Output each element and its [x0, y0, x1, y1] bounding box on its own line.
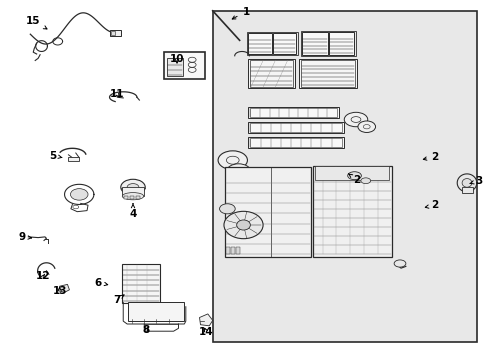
Bar	[136, 196, 140, 199]
Bar	[111, 31, 115, 35]
Text: 11: 11	[110, 89, 124, 99]
Polygon shape	[59, 284, 69, 292]
Ellipse shape	[236, 220, 250, 230]
Bar	[248, 107, 338, 118]
Text: 14: 14	[199, 327, 213, 337]
Bar	[249, 108, 337, 117]
Bar	[68, 157, 79, 161]
Ellipse shape	[127, 184, 139, 191]
Bar	[299, 59, 356, 88]
Ellipse shape	[226, 164, 250, 178]
Bar	[236, 247, 240, 254]
Text: 6: 6	[94, 278, 107, 288]
Text: 13: 13	[52, 286, 67, 296]
Text: 1: 1	[232, 6, 249, 19]
Ellipse shape	[344, 112, 367, 127]
Bar	[249, 123, 342, 132]
Bar	[167, 58, 183, 76]
Bar	[122, 264, 160, 303]
Text: 2: 2	[425, 200, 438, 210]
Bar	[212, 11, 476, 342]
Ellipse shape	[218, 151, 247, 170]
Ellipse shape	[393, 260, 405, 267]
Bar	[110, 30, 121, 36]
Bar	[124, 196, 128, 199]
Bar	[300, 31, 355, 56]
Bar	[130, 196, 134, 199]
Text: 15: 15	[26, 16, 47, 29]
Bar	[122, 187, 143, 196]
Text: 3: 3	[469, 176, 482, 186]
Bar	[128, 302, 184, 321]
Bar	[272, 33, 296, 54]
Bar	[312, 166, 391, 257]
Bar	[249, 138, 342, 147]
Ellipse shape	[122, 193, 143, 200]
Text: 2: 2	[347, 174, 360, 185]
Bar	[248, 59, 294, 88]
Bar	[231, 247, 235, 254]
Text: 2: 2	[423, 152, 438, 162]
Bar	[224, 167, 310, 257]
Bar	[248, 137, 343, 148]
Ellipse shape	[347, 172, 361, 180]
Text: 5: 5	[49, 150, 62, 161]
Bar	[248, 33, 271, 54]
Bar	[246, 32, 297, 55]
Text: 8: 8	[142, 325, 149, 336]
Ellipse shape	[219, 204, 235, 214]
Bar	[248, 122, 343, 133]
Bar	[328, 32, 353, 55]
Ellipse shape	[224, 211, 263, 239]
Bar	[301, 60, 354, 87]
Bar	[163, 52, 205, 79]
Ellipse shape	[121, 179, 145, 195]
Bar	[461, 187, 472, 193]
Bar	[250, 60, 292, 87]
Text: 9: 9	[19, 232, 31, 242]
Bar	[226, 247, 230, 254]
Bar	[315, 166, 388, 180]
Bar	[302, 32, 327, 55]
Text: 7: 7	[113, 294, 124, 305]
Ellipse shape	[357, 121, 375, 132]
Text: 12: 12	[36, 271, 50, 282]
Ellipse shape	[461, 179, 471, 187]
Text: 4: 4	[129, 204, 137, 219]
Ellipse shape	[70, 189, 88, 200]
Polygon shape	[199, 314, 212, 326]
Ellipse shape	[360, 178, 370, 184]
Text: 10: 10	[169, 54, 184, 64]
